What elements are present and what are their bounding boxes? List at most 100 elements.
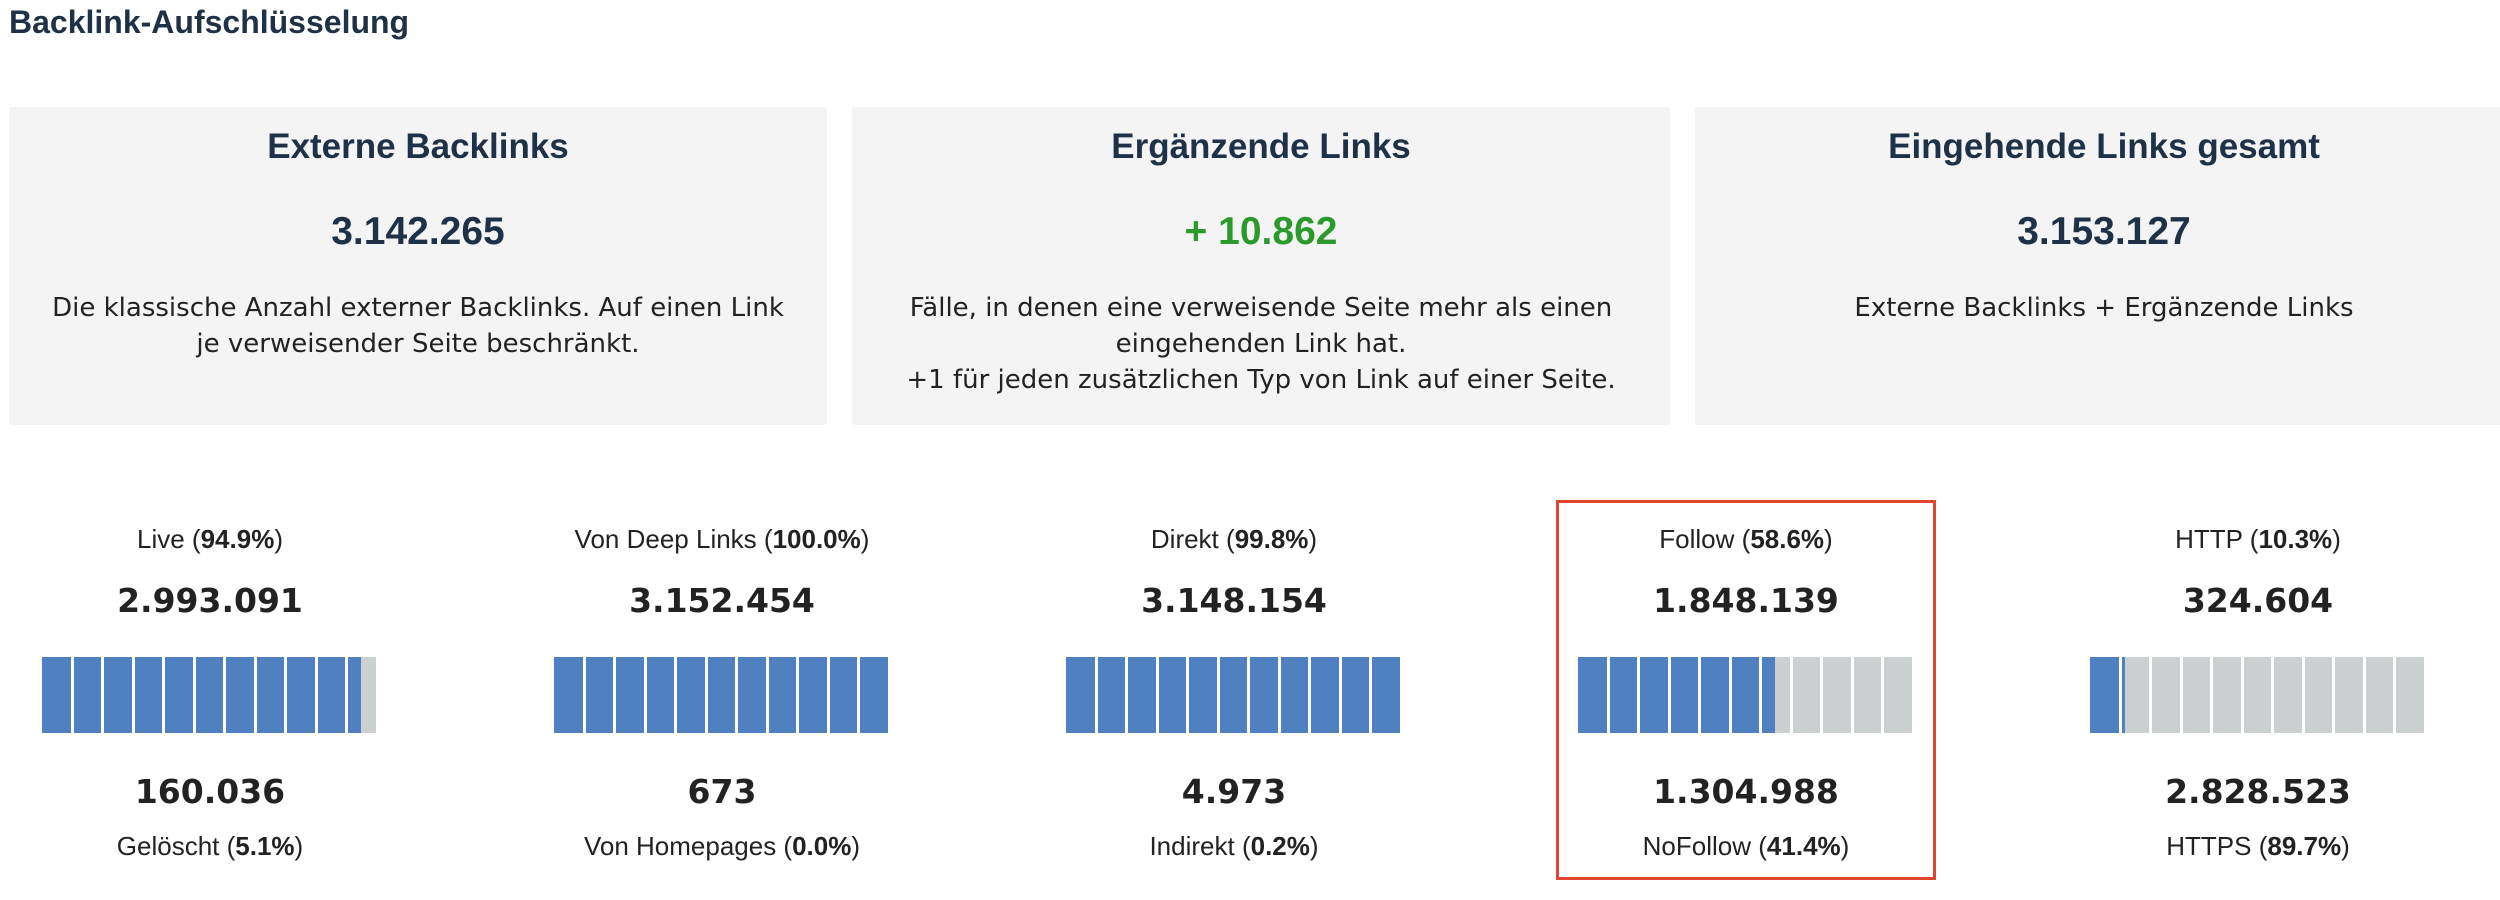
- bar-segment-divider: [1729, 657, 1732, 733]
- bar-segment-divider: [2424, 657, 2426, 733]
- metric-bottom-value: 160.036: [134, 772, 286, 811]
- bar-segment-divider: [2271, 657, 2274, 733]
- card-description-line: je verweisender Seite beschränkt.: [196, 329, 640, 359]
- bar-segment-divider: [1881, 657, 1884, 733]
- bar-segment-divider: [1668, 657, 1671, 733]
- metric-top-label: Follow (58.6%): [1659, 524, 1833, 554]
- bar-segment-divider: [162, 657, 165, 733]
- bar-segment-divider: [796, 657, 799, 733]
- metric-top-label: HTTP (10.3%): [2175, 524, 2341, 554]
- card-description-line: eingehenden Link hat.: [1115, 329, 1407, 359]
- card-description-line: Die klassische Anzahl externer Backlinks…: [52, 293, 784, 323]
- bar-segment-divider: [644, 657, 647, 733]
- metric-bottom-label: HTTPS (89.7%): [2166, 831, 2350, 861]
- bar-segment-divider: [315, 657, 318, 733]
- bar-segment-divider: [1912, 657, 1914, 733]
- bar-segment-divider: [2180, 657, 2183, 733]
- bar-segment-divider: [1125, 657, 1128, 733]
- metric-progress-bar: [1066, 657, 1402, 733]
- bar-segment-divider: [2332, 657, 2335, 733]
- bar-segment-divider: [1851, 657, 1854, 733]
- bar-segment-divider: [1186, 657, 1189, 733]
- bar-segment-divider: [1759, 657, 1762, 733]
- metric-top-value: 1.848.139: [1653, 581, 1839, 620]
- metric-bottom-value: 4.973: [1181, 772, 1287, 811]
- metric-follow-nofollow: Follow (58.6%) 1.848.139 1.304.988 NoFol…: [1556, 500, 1936, 880]
- bar-segment-divider: [735, 657, 738, 733]
- metric-top-value: 3.148.154: [1141, 581, 1327, 620]
- bar-segment-divider: [1339, 657, 1342, 733]
- bar-segment-divider: [1217, 657, 1220, 733]
- bar-segment-divider: [1308, 657, 1311, 733]
- card-value: 3.142.265: [331, 210, 505, 253]
- card-title: Externe Backlinks: [267, 127, 569, 166]
- bar-segment-divider: [2302, 657, 2305, 733]
- metric-top-label: Live (94.9%): [137, 524, 283, 554]
- bar-fill: [2090, 657, 2125, 733]
- metric-direct-indirect: Direkt (99.8%) 3.148.154 4.973 Indirekt …: [1044, 500, 1424, 880]
- metric-progress-bar: [1578, 657, 1914, 733]
- bar-fill: [1066, 657, 1402, 733]
- bar-fill: [42, 657, 361, 733]
- metric-progress-bar: [42, 657, 378, 733]
- bar-segment-divider: [1790, 657, 1793, 733]
- metric-deep-links-homepages: Von Deep Links (100.0%) 3.152.454 673 Vo…: [532, 500, 912, 880]
- metric-bottom-label: Gelöscht (5.1%): [116, 831, 304, 861]
- metric-bottom-label: Von Homepages (0.0%): [583, 831, 861, 861]
- bar-segment-divider: [223, 657, 226, 733]
- bar-segment-divider: [2241, 657, 2244, 733]
- bar-segment-divider: [1607, 657, 1610, 733]
- card-description-line: +1 für jeden zusätzlichen Typ von Link a…: [906, 365, 1616, 395]
- bar-fill: [554, 657, 890, 733]
- bar-segment-divider: [376, 657, 378, 733]
- metric-bottom-label: Indirekt (0.2%): [1149, 831, 1319, 861]
- metric-bottom-label: NoFollow (41.4%): [1642, 831, 1850, 861]
- card-value: + 10.862: [1184, 210, 1338, 253]
- bar-segment-divider: [1400, 657, 1402, 733]
- summary-card-external-backlinks: Externe Backlinks 3.142.265 Die klassisc…: [9, 107, 827, 425]
- bar-segment-divider: [705, 657, 708, 733]
- summary-card-supplementary-links: Ergänzende Links + 10.862 Fälle, in dene…: [852, 107, 1670, 425]
- bar-segment-divider: [1698, 657, 1701, 733]
- metric-bottom-value: 1.304.988: [1653, 772, 1839, 811]
- metric-top-value: 2.993.091: [117, 581, 303, 620]
- bar-segment-divider: [613, 657, 616, 733]
- bar-segment-divider: [193, 657, 196, 733]
- metric-http-https: HTTP (10.3%) 324.604 2.828.523 HTTPS (89…: [2068, 500, 2448, 880]
- bar-segment-divider: [1156, 657, 1159, 733]
- bar-segment-divider: [1369, 657, 1372, 733]
- bar-segment-divider: [2119, 657, 2122, 733]
- metric-bottom-value: 2.828.523: [2165, 772, 2351, 811]
- bar-segment-divider: [674, 657, 677, 733]
- card-description-line: Fälle, in denen eine verweisende Seite m…: [909, 293, 1613, 323]
- card-description-line: Externe Backlinks + Ergänzende Links: [1854, 293, 2354, 323]
- bar-segment-divider: [345, 657, 348, 733]
- card-title: Eingehende Links gesamt: [1888, 127, 2320, 166]
- bar-segment-divider: [101, 657, 104, 733]
- bar-segment-divider: [1247, 657, 1250, 733]
- card-value: 3.153.127: [2017, 210, 2191, 253]
- bar-segment-divider: [2363, 657, 2366, 733]
- bar-segment-divider: [1278, 657, 1281, 733]
- bar-segment-divider: [2210, 657, 2213, 733]
- bar-segment-divider: [2149, 657, 2152, 733]
- card-description: Externe Backlinks + Ergänzende Links: [1735, 290, 2473, 326]
- bar-fill: [1578, 657, 1775, 733]
- bar-segment-divider: [827, 657, 830, 733]
- page-title: Backlink-Aufschlüsselung: [9, 4, 410, 40]
- card-description: Die klassische Anzahl externer Backlinks…: [49, 290, 787, 362]
- card-title: Ergänzende Links: [1111, 127, 1411, 166]
- bar-segment-divider: [888, 657, 890, 733]
- card-description: Fälle, in denen eine verweisende Seite m…: [892, 290, 1630, 398]
- bar-segment-divider: [2393, 657, 2396, 733]
- bar-segment-divider: [857, 657, 860, 733]
- summary-card-total-inbound-links: Eingehende Links gesamt 3.153.127 Extern…: [1695, 107, 2500, 425]
- bar-segment-divider: [766, 657, 769, 733]
- bar-segment-divider: [1095, 657, 1098, 733]
- bar-segment-divider: [132, 657, 135, 733]
- bar-segment-divider: [1637, 657, 1640, 733]
- metric-bottom-value: 673: [687, 772, 757, 811]
- metric-live-deleted: Live (94.9%) 2.993.091 160.036 Gelöscht …: [20, 500, 400, 880]
- metric-top-label: Von Deep Links (100.0%): [574, 524, 870, 554]
- bar-segment-divider: [71, 657, 74, 733]
